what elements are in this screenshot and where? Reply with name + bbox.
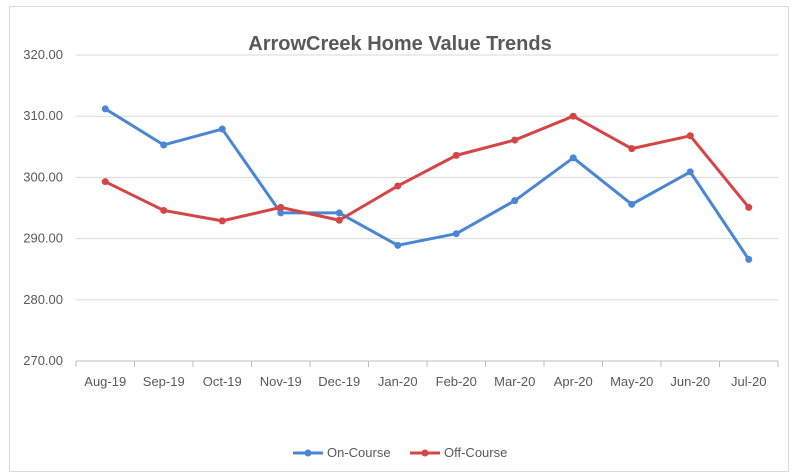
data-point bbox=[745, 255, 753, 263]
x-tick-label: Feb-20 bbox=[436, 374, 477, 389]
data-point bbox=[394, 182, 402, 190]
data-point bbox=[452, 230, 460, 238]
y-tick-label: 320.00 bbox=[23, 47, 63, 62]
series-off-course bbox=[101, 112, 753, 225]
legend-swatch-marker bbox=[304, 449, 312, 457]
data-point bbox=[569, 154, 577, 162]
data-point bbox=[277, 209, 285, 217]
x-tick-label: Jan-20 bbox=[378, 374, 418, 389]
data-point bbox=[745, 203, 753, 211]
y-axis-ticks: 270.00 280.00 290.00 300.00 310.00 320.00 bbox=[23, 47, 63, 368]
data-point bbox=[160, 206, 168, 214]
x-tick-label: Jul-20 bbox=[731, 374, 766, 389]
x-tick-label: Mar-20 bbox=[494, 374, 535, 389]
y-tick-label: 300.00 bbox=[23, 169, 63, 184]
legend-label: On-Course bbox=[327, 445, 391, 460]
legend-item-on-course: On-Course bbox=[293, 445, 391, 460]
data-point bbox=[686, 132, 694, 140]
data-point bbox=[511, 136, 519, 144]
series-line-on-course bbox=[103, 107, 751, 261]
y-tick-label: 270.00 bbox=[23, 353, 63, 368]
x-tick-label: Dec-19 bbox=[318, 374, 360, 389]
gridlines bbox=[76, 54, 778, 301]
data-point bbox=[628, 200, 636, 208]
data-point bbox=[335, 216, 343, 224]
series-lines bbox=[101, 105, 753, 263]
x-tick-label: Sep-19 bbox=[143, 374, 185, 389]
x-tick-label: Apr-20 bbox=[554, 374, 593, 389]
data-point bbox=[218, 217, 226, 225]
y-tick-label: 310.00 bbox=[23, 108, 63, 123]
series-on-course bbox=[101, 105, 753, 263]
data-point bbox=[511, 197, 519, 205]
data-point bbox=[335, 209, 343, 217]
x-tick-label: Aug-19 bbox=[84, 374, 126, 389]
data-point bbox=[101, 178, 109, 186]
y-tick-label: 290.00 bbox=[23, 231, 63, 246]
data-point bbox=[218, 125, 226, 133]
data-point bbox=[394, 241, 402, 249]
x-tick-label: Nov-19 bbox=[260, 374, 302, 389]
x-tick-label: Oct-19 bbox=[203, 374, 242, 389]
data-point bbox=[277, 203, 285, 211]
x-tick-label: May-20 bbox=[610, 374, 653, 389]
x-axis-ticks: Aug-19 Sep-19 Oct-19 Nov-19 Dec-19 Jan-20 Feb-… bbox=[84, 374, 766, 389]
series-line-off-course bbox=[103, 114, 751, 223]
data-point bbox=[160, 141, 168, 149]
data-point bbox=[452, 151, 460, 159]
x-tick-label: Jun-20 bbox=[670, 374, 710, 389]
legend: On-Course Off-Course bbox=[293, 445, 507, 460]
chart-title: ArrowCreek Home Value Trends bbox=[248, 33, 551, 55]
y-tick-label: 280.00 bbox=[23, 292, 63, 307]
data-point bbox=[686, 168, 694, 176]
x-axis bbox=[75, 360, 779, 367]
data-point bbox=[628, 145, 636, 153]
data-point bbox=[569, 112, 577, 120]
legend-swatch-marker bbox=[421, 449, 429, 457]
data-point bbox=[101, 105, 109, 113]
legend-item-off-course: Off-Course bbox=[410, 445, 507, 460]
legend-label: Off-Course bbox=[444, 445, 507, 460]
